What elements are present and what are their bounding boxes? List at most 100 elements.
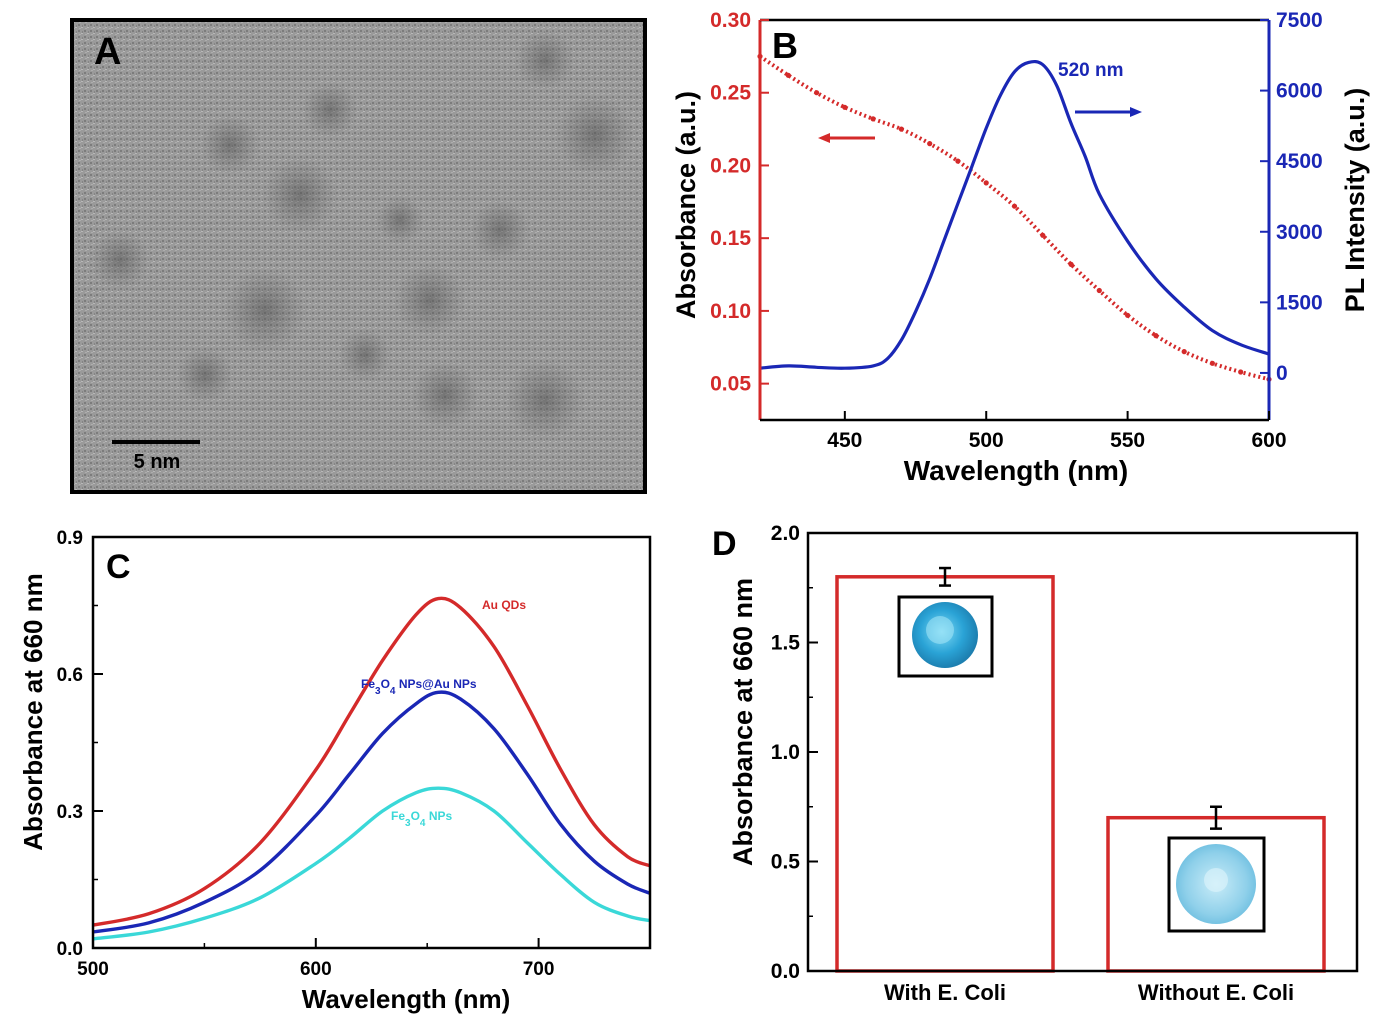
series-line <box>92 690 651 934</box>
panel-c-series-labels: Au QDs Fe3O4 NPs@Au NPs Fe3O4 NPs <box>361 598 526 829</box>
panel-b-chart: 450 500 550 600 0.30 0.25 0.20 0.15 0.10 0.05 7500… <box>671 9 1370 486</box>
series-label: Au QDs <box>482 598 526 612</box>
x-tick-label: 500 <box>77 959 109 980</box>
data-point-absorbance <box>1238 369 1244 375</box>
panel-label-a: A <box>94 31 121 73</box>
left-y-tick-label: 0.05 <box>710 373 751 396</box>
nanoparticle <box>177 347 233 403</box>
series-label: Fe3O4 NPs@Au NPs <box>361 677 477 697</box>
nanoparticle <box>339 329 391 381</box>
data-point-absorbance <box>785 72 791 78</box>
right-y-tick-label: 6000 <box>1276 80 1323 103</box>
y-tick-label: 0.9 <box>57 528 83 549</box>
data-point-absorbance <box>1181 349 1187 355</box>
nanoparticle <box>376 196 424 244</box>
y-axis-title: Absorbance at 660 nm <box>18 573 48 850</box>
left-y-axis-title: Absorbance (a.u.) <box>671 91 701 319</box>
nanoparticle <box>302 82 358 138</box>
nanoparticle <box>200 115 260 175</box>
right-y-tick-label: 7500 <box>1276 9 1323 32</box>
x-tick-label: 500 <box>969 429 1004 452</box>
series-line-absorbance <box>758 54 1270 382</box>
y-tick-label: 0.6 <box>57 665 83 686</box>
data-point-absorbance <box>1040 232 1046 238</box>
right-y-axis-title: PL Intensity (a.u.) <box>1340 88 1370 313</box>
left-y-tick-label: 0.15 <box>710 227 751 250</box>
panel-c-plot-area <box>92 596 651 941</box>
data-point-absorbance <box>898 126 905 132</box>
series-line <box>92 596 651 927</box>
panel-d-ticks: With E. Coli Without E. Coli 2.0 1.5 1.0 0.5 0… <box>771 522 1294 1005</box>
panel-b-plot-area <box>757 53 1272 382</box>
left-y-tick-label: 0.20 <box>710 154 751 177</box>
right-y-tick-label: 4500 <box>1276 150 1323 173</box>
nanoparticle <box>555 95 635 175</box>
nanoparticle <box>223 268 307 352</box>
data-point-absorbance <box>814 90 820 96</box>
x-tick-label: 700 <box>523 959 555 980</box>
left-y-tick-label: 0.10 <box>710 300 751 323</box>
panel-c-ticks: 500 600 700 0.9 0.6 0.3 0.0 <box>57 528 651 980</box>
x-tick-label: 550 <box>1110 429 1145 452</box>
x-axis-title: Wavelength (nm) <box>302 984 510 1014</box>
data-point-absorbance <box>955 158 961 164</box>
y-tick-label: 2.0 <box>771 522 800 545</box>
nanoparticle <box>515 30 575 90</box>
nanoparticle <box>90 230 150 290</box>
scale-bar-label: 5 nm <box>134 451 181 473</box>
x-axis-title: Wavelength (nm) <box>904 455 1129 486</box>
nanoparticle <box>505 360 585 440</box>
panel-label-c: C <box>106 548 131 586</box>
panel-d-chart: With E. Coli Without E. Coli 2.0 1.5 1.0 0.5 0… <box>712 522 1359 1005</box>
nanoparticle <box>394 264 466 336</box>
right-axis-arrowhead <box>1130 107 1142 117</box>
peak-annotation: 520 nm <box>1058 60 1123 81</box>
data-point-absorbance <box>870 116 876 122</box>
x-tick-label: 450 <box>827 429 862 452</box>
nanoparticle <box>470 200 530 260</box>
category-label: Without E. Coli <box>1138 980 1294 1005</box>
nanoparticle-dots <box>90 30 635 440</box>
panel-label-b: B <box>772 25 798 66</box>
data-point-absorbance <box>1011 203 1018 209</box>
y-tick-label: 0.0 <box>57 939 83 960</box>
y-tick-label: 0.5 <box>771 851 801 874</box>
y-axis-title: Absorbance at 660 nm <box>728 578 758 866</box>
x-tick-label: 600 <box>1251 429 1286 452</box>
right-y-tick-label: 0 <box>1276 362 1288 385</box>
panel-label-d: D <box>712 525 737 563</box>
well-highlight <box>1204 868 1228 892</box>
data-point-absorbance <box>1209 360 1215 366</box>
y-tick-label: 1.0 <box>771 741 800 764</box>
data-point-absorbance <box>983 180 989 186</box>
right-y-tick-label: 3000 <box>1276 221 1323 244</box>
y-tick-label: 1.5 <box>771 632 801 655</box>
x-tick-label: 600 <box>300 959 332 980</box>
category-label: With E. Coli <box>884 980 1006 1005</box>
nanoparticle <box>411 361 479 429</box>
series-line-pl-intensity <box>759 59 1270 370</box>
y-tick-label: 0.3 <box>57 802 83 823</box>
left-y-tick-label: 0.25 <box>710 82 751 105</box>
data-point-absorbance <box>927 141 933 147</box>
panel-a-tem-image: A 5 nm <box>70 18 647 494</box>
y-tick-label: 0.0 <box>771 960 800 983</box>
well-highlight <box>926 616 954 644</box>
data-point-absorbance <box>1068 261 1074 267</box>
data-point-absorbance <box>1096 287 1102 294</box>
nanoparticle <box>262 157 338 233</box>
series-label: Fe3O4 NPs <box>391 809 452 829</box>
tem-image-frame <box>70 18 647 494</box>
panel-b-ticks: 450 500 550 600 0.30 0.25 0.20 0.15 0.10 0.05 7500… <box>710 9 1323 452</box>
inset-photo-with-ecoli <box>897 595 994 678</box>
right-y-tick-label: 1500 <box>1276 291 1323 314</box>
data-point-absorbance <box>1153 333 1159 339</box>
panel-c-chart: 500 600 700 0.9 0.6 0.3 0.0 Au QDs Fe3O4 NPs@Au… <box>18 528 652 1014</box>
panel-c-frame <box>91 535 652 950</box>
data-point-absorbance <box>1125 312 1131 318</box>
inset-photo-without-ecoli <box>1167 836 1266 933</box>
data-point-absorbance <box>842 104 848 110</box>
left-axis-arrowhead <box>818 133 830 143</box>
